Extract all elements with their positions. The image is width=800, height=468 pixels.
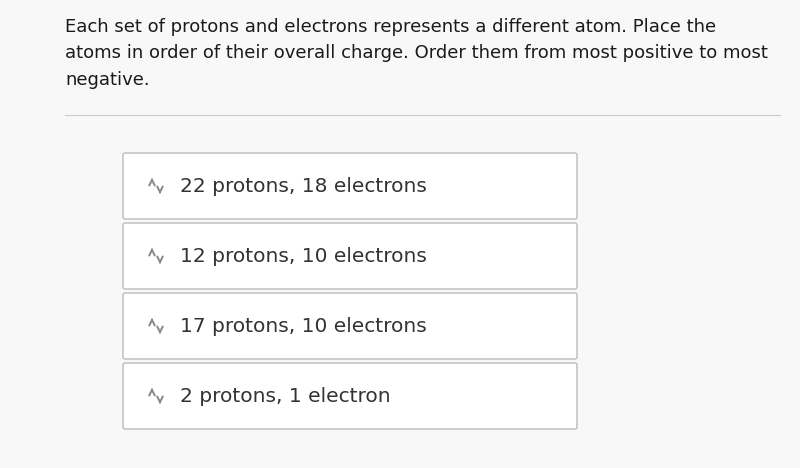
- Text: 2 protons, 1 electron: 2 protons, 1 electron: [180, 387, 390, 405]
- Text: Each set of protons and electrons represents a different atom. Place the
atoms i: Each set of protons and electrons repres…: [65, 18, 768, 89]
- FancyBboxPatch shape: [123, 363, 577, 429]
- Text: 22 protons, 18 electrons: 22 protons, 18 electrons: [180, 176, 427, 196]
- FancyBboxPatch shape: [123, 293, 577, 359]
- Text: 12 protons, 10 electrons: 12 protons, 10 electrons: [180, 247, 427, 265]
- FancyBboxPatch shape: [123, 223, 577, 289]
- Text: 17 protons, 10 electrons: 17 protons, 10 electrons: [180, 316, 426, 336]
- FancyBboxPatch shape: [123, 153, 577, 219]
